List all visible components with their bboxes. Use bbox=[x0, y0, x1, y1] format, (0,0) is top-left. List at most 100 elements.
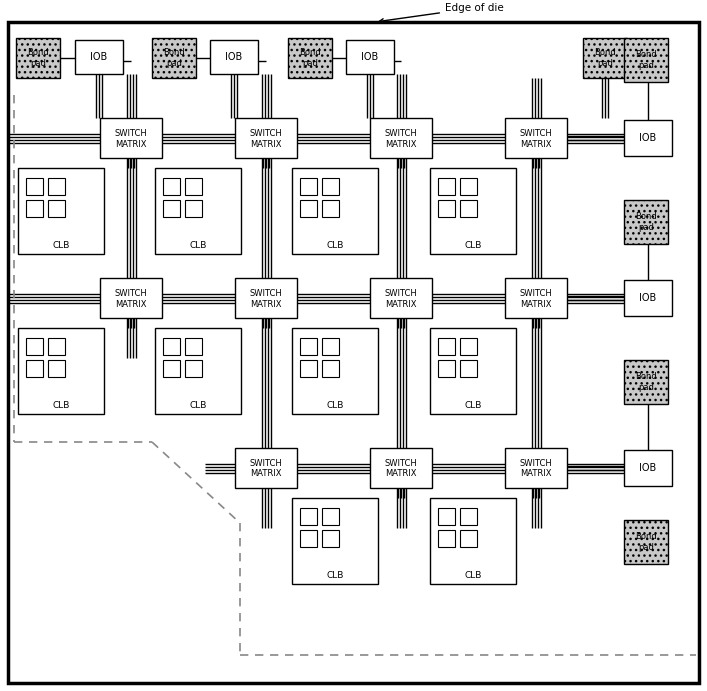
Bar bbox=[624, 520, 668, 564]
Bar bbox=[185, 200, 202, 217]
Bar bbox=[163, 178, 180, 195]
Text: CLB: CLB bbox=[464, 401, 481, 410]
Bar bbox=[100, 118, 162, 158]
Bar bbox=[300, 508, 317, 525]
Bar bbox=[460, 530, 477, 547]
Text: SWITCH: SWITCH bbox=[520, 129, 552, 138]
Text: IOB: IOB bbox=[639, 133, 657, 143]
Bar bbox=[505, 118, 567, 158]
Bar bbox=[48, 178, 65, 195]
Text: IOB: IOB bbox=[639, 463, 657, 473]
Bar bbox=[624, 120, 672, 156]
Bar bbox=[322, 338, 339, 355]
Text: Bond
pad: Bond pad bbox=[299, 48, 321, 68]
Text: CLB: CLB bbox=[464, 571, 481, 580]
Bar bbox=[185, 338, 202, 355]
Bar bbox=[155, 168, 241, 254]
Bar bbox=[75, 40, 123, 74]
Text: MATRIX: MATRIX bbox=[250, 469, 282, 478]
Bar bbox=[460, 360, 477, 377]
Text: SWITCH: SWITCH bbox=[385, 289, 417, 298]
Bar bbox=[322, 508, 339, 525]
Bar bbox=[300, 178, 317, 195]
Bar bbox=[155, 328, 241, 414]
Text: MATRIX: MATRIX bbox=[520, 140, 551, 149]
Bar bbox=[624, 450, 672, 486]
Bar bbox=[185, 360, 202, 377]
Text: MATRIX: MATRIX bbox=[385, 299, 416, 308]
Text: CLB: CLB bbox=[52, 401, 70, 410]
Text: CLB: CLB bbox=[327, 571, 344, 580]
Text: Bond
pad: Bond pad bbox=[635, 212, 657, 231]
Text: MATRIX: MATRIX bbox=[520, 299, 551, 308]
Bar bbox=[370, 448, 432, 488]
Bar bbox=[48, 200, 65, 217]
Bar bbox=[26, 178, 43, 195]
Bar bbox=[185, 178, 202, 195]
Bar bbox=[438, 338, 455, 355]
Bar bbox=[505, 278, 567, 318]
Bar bbox=[438, 530, 455, 547]
Bar bbox=[430, 168, 516, 254]
Text: CLB: CLB bbox=[189, 401, 206, 410]
Bar bbox=[624, 200, 668, 244]
Bar bbox=[18, 328, 104, 414]
Bar bbox=[583, 38, 627, 78]
Bar bbox=[624, 38, 668, 82]
Bar bbox=[370, 118, 432, 158]
Bar bbox=[163, 360, 180, 377]
Bar bbox=[48, 360, 65, 377]
Bar bbox=[624, 280, 672, 316]
Text: Bond
pad: Bond pad bbox=[635, 372, 657, 392]
Text: Bond
pad: Bond pad bbox=[594, 48, 616, 68]
Bar bbox=[300, 338, 317, 355]
Bar bbox=[100, 278, 162, 318]
Text: CLB: CLB bbox=[327, 240, 344, 249]
Text: SWITCH: SWITCH bbox=[115, 289, 147, 298]
Bar bbox=[438, 178, 455, 195]
Bar bbox=[460, 508, 477, 525]
Text: Bond
pad: Bond pad bbox=[163, 48, 185, 68]
Bar bbox=[235, 278, 297, 318]
Bar bbox=[346, 40, 394, 74]
Text: CLB: CLB bbox=[189, 240, 206, 249]
Bar bbox=[430, 328, 516, 414]
Bar bbox=[430, 498, 516, 584]
Bar bbox=[460, 178, 477, 195]
Bar bbox=[460, 338, 477, 355]
Text: CLB: CLB bbox=[52, 240, 70, 249]
Text: IOB: IOB bbox=[361, 52, 379, 62]
Bar bbox=[235, 118, 297, 158]
Bar bbox=[48, 338, 65, 355]
Bar bbox=[322, 178, 339, 195]
Bar bbox=[26, 200, 43, 217]
Text: SWITCH: SWITCH bbox=[520, 459, 552, 468]
Bar bbox=[292, 498, 378, 584]
Text: MATRIX: MATRIX bbox=[115, 140, 147, 149]
Text: MATRIX: MATRIX bbox=[115, 299, 147, 308]
Text: SWITCH: SWITCH bbox=[520, 289, 552, 298]
Bar bbox=[370, 278, 432, 318]
Bar bbox=[322, 200, 339, 217]
Bar bbox=[210, 40, 258, 74]
Bar bbox=[292, 328, 378, 414]
Text: SWITCH: SWITCH bbox=[250, 129, 282, 138]
Bar bbox=[235, 448, 297, 488]
Bar bbox=[322, 360, 339, 377]
Text: IOB: IOB bbox=[639, 293, 657, 303]
Bar bbox=[26, 338, 43, 355]
Bar bbox=[163, 338, 180, 355]
Text: MATRIX: MATRIX bbox=[385, 140, 416, 149]
Bar bbox=[152, 38, 196, 78]
Text: SWITCH: SWITCH bbox=[250, 289, 282, 298]
Text: CLB: CLB bbox=[327, 401, 344, 410]
Text: Bond
pad: Bond pad bbox=[635, 50, 657, 70]
Bar bbox=[300, 360, 317, 377]
Text: SWITCH: SWITCH bbox=[385, 129, 417, 138]
Text: MATRIX: MATRIX bbox=[250, 140, 282, 149]
Bar bbox=[624, 360, 668, 404]
Text: Bond
pad: Bond pad bbox=[635, 532, 657, 551]
Text: SWITCH: SWITCH bbox=[385, 459, 417, 468]
Bar bbox=[288, 38, 332, 78]
Text: IOB: IOB bbox=[226, 52, 243, 62]
